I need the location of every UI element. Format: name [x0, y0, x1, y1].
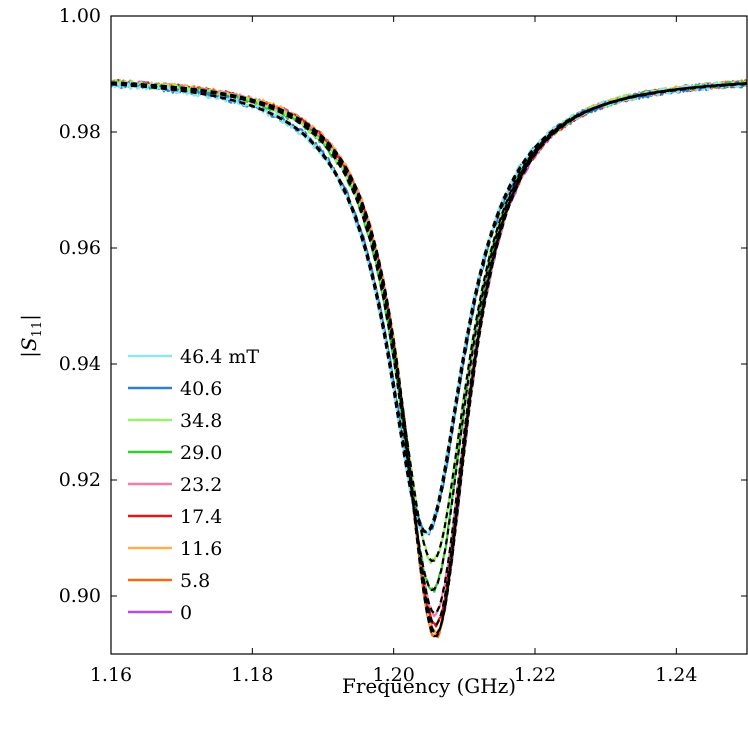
legend-label: 5.8: [180, 570, 210, 592]
fit-line: [111, 81, 747, 615]
y-axis-title: |S11|: [17, 314, 45, 358]
x-tick-label: 1.22: [514, 664, 556, 686]
fit-line: [111, 81, 747, 635]
legend-label: 17.4: [180, 506, 222, 528]
legend-label: 23.2: [180, 474, 222, 496]
legend-label: 29.0: [180, 442, 222, 464]
y-tick-label: 0.96: [59, 237, 101, 259]
y-tick-label: 0.90: [59, 585, 101, 607]
y-tick-label: 0.92: [59, 469, 101, 491]
plot-background: [111, 16, 747, 654]
series-line: [111, 80, 747, 536]
legend-label: 11.6: [180, 538, 222, 560]
x-tick-label: 1.20: [373, 664, 415, 686]
y-tick-label: 0.94: [59, 353, 101, 375]
y-axis-title-main: |S: [17, 337, 42, 357]
x-tick-label: 1.16: [90, 664, 132, 686]
y-axis-title-end: |: [17, 314, 42, 321]
plot-frame: [110, 15, 748, 655]
fit-line: [111, 81, 747, 638]
y-axis-title-text: |S11|: [17, 314, 45, 358]
fit-layer: [111, 81, 747, 638]
x-axis-title: Frequency (GHz): [342, 674, 516, 698]
x-tick-label: 1.18: [231, 664, 273, 686]
x-tick-label: 1.24: [655, 664, 697, 686]
legend-label: 34.8: [180, 410, 222, 432]
legend-label: 0: [180, 602, 192, 624]
legend: 46.4 mT 40.6 34.8 29.0 23.2 17.4 11.6 5.8 0: [128, 346, 259, 624]
y-tick-label: 0.98: [59, 121, 101, 143]
legend-label: 40.6: [180, 378, 222, 400]
y-tick-label: 1.00: [59, 5, 101, 27]
legend-label: 46.4 mT: [180, 346, 259, 368]
y-axis-title-sub: 11: [30, 321, 45, 338]
tick-labels: 1.16 1.18 1.20 1.22 1.24 0.90 0.92 0.94 0.96 0.98…: [59, 5, 698, 686]
